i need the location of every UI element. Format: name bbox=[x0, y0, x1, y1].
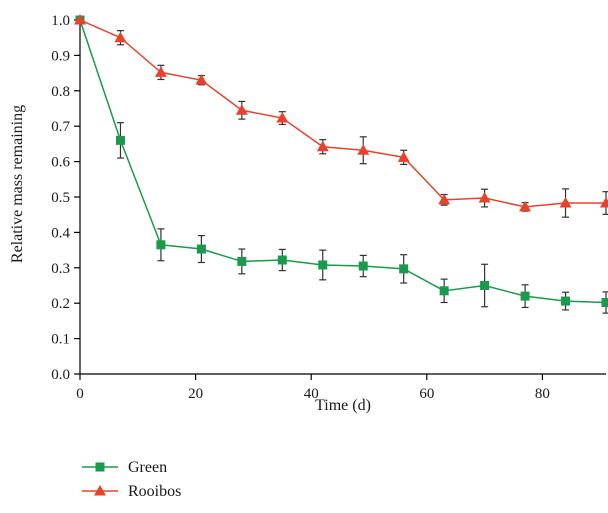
y-tick-label: 0.0 bbox=[51, 367, 70, 383]
legend: Green Rooibos bbox=[82, 459, 181, 500]
y-tick-label: 0.3 bbox=[51, 261, 70, 277]
y-tick-label: 0.2 bbox=[51, 296, 70, 312]
data-point-square bbox=[237, 256, 247, 266]
y-tick-label: 0.8 bbox=[51, 84, 70, 100]
data-point-square bbox=[439, 286, 449, 296]
series-line-green bbox=[79, 19, 607, 304]
x-tick-label: 80 bbox=[535, 386, 550, 402]
data-point-square bbox=[196, 244, 206, 254]
error-bars bbox=[116, 30, 608, 314]
data-point-triangle bbox=[478, 192, 491, 203]
data-point-triangle bbox=[235, 104, 248, 115]
data-point-triangle bbox=[600, 197, 608, 208]
data-point-triangle bbox=[195, 74, 208, 85]
y-tick-label: 0.4 bbox=[51, 225, 70, 241]
data-point-triangle bbox=[276, 112, 289, 123]
legend-label-rooibos: Rooibos bbox=[128, 483, 181, 500]
series-line-rooibos bbox=[79, 19, 606, 208]
data-point-square bbox=[95, 462, 105, 472]
data-point-triangle bbox=[154, 66, 167, 77]
axes: 0.0 0.1 0.2 0.3 0.4 0.5 0.6 0.7 0.8 0.9 1.0 0 20 40 60… bbox=[51, 13, 606, 402]
y-axis-label: Relative mass remaining bbox=[9, 105, 26, 263]
y-tick-label: 0.5 bbox=[51, 190, 70, 206]
data-point-square bbox=[399, 264, 409, 274]
data-point-square bbox=[358, 261, 368, 271]
data-point-square bbox=[115, 135, 125, 145]
data-point-triangle bbox=[316, 140, 329, 152]
x-tick-label: 0 bbox=[76, 386, 84, 402]
series-markers bbox=[74, 14, 608, 307]
data-point-triangle bbox=[357, 144, 370, 155]
data-point-triangle bbox=[559, 197, 572, 208]
data-point-triangle bbox=[519, 200, 532, 212]
data-point-square bbox=[601, 297, 608, 307]
data-point-square bbox=[156, 240, 166, 250]
x-tick-label: 60 bbox=[419, 386, 434, 402]
y-tick-label: 1.0 bbox=[51, 13, 70, 29]
series-lines bbox=[79, 19, 607, 304]
data-point-triangle bbox=[438, 193, 451, 205]
x-tick-label: 20 bbox=[188, 386, 203, 402]
x-tick-label: 40 bbox=[304, 386, 319, 402]
data-point-square bbox=[318, 260, 328, 270]
data-point-triangle bbox=[94, 485, 106, 496]
y-tick-label: 0.6 bbox=[51, 155, 70, 171]
data-point-triangle bbox=[114, 31, 127, 43]
data-point-triangle bbox=[74, 14, 86, 25]
x-axis-label: Time (d) bbox=[315, 397, 371, 414]
data-point-square bbox=[520, 291, 530, 301]
data-point-triangle bbox=[397, 151, 410, 162]
y-tick-label: 0.7 bbox=[51, 119, 70, 135]
data-point-square bbox=[561, 296, 571, 306]
data-point-square bbox=[277, 255, 287, 265]
y-tick-label: 0.1 bbox=[51, 332, 70, 348]
y-tick-label: 0.9 bbox=[51, 48, 70, 64]
legend-label-green: Green bbox=[128, 459, 167, 476]
data-point-square bbox=[480, 281, 490, 290]
